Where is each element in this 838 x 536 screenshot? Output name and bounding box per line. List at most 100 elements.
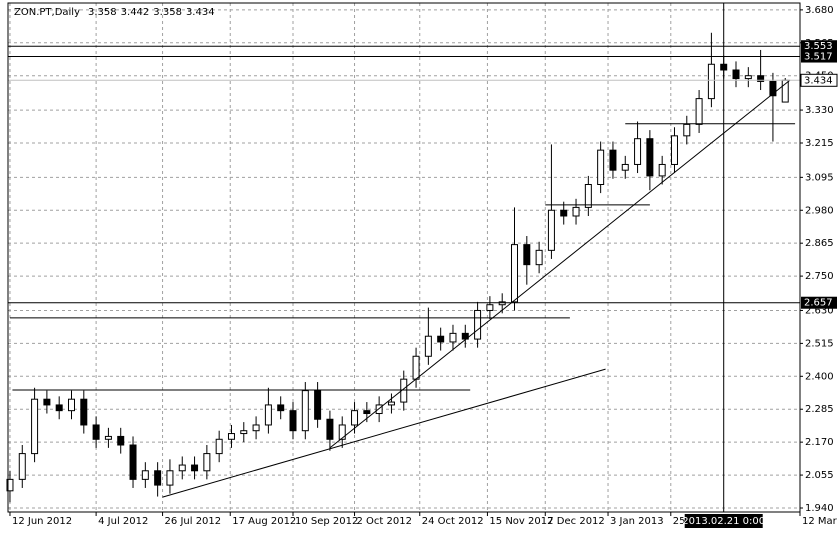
- candle-body: [498, 301, 506, 306]
- x-tick-label: 15 Nov 2012: [489, 516, 553, 527]
- candle-body: [6, 478, 14, 492]
- drawn-line: [329, 79, 791, 449]
- candle-body: [55, 404, 63, 412]
- candle-body: [203, 453, 211, 472]
- y-tick-label: 2.750: [805, 271, 834, 282]
- candle-body: [264, 404, 272, 426]
- candle-body: [375, 404, 383, 415]
- candle-body: [363, 410, 371, 415]
- price-label-box: [801, 50, 837, 63]
- x-tick-label: 4 Jul 2012: [98, 516, 148, 527]
- candle-body: [511, 244, 519, 303]
- last-low: 3.358: [153, 7, 182, 18]
- price-label-box: [801, 40, 837, 53]
- candle-body: [314, 390, 322, 420]
- candle-body: [695, 98, 703, 125]
- y-tick-label: 1.940: [805, 503, 834, 514]
- y-tick-label: 3.095: [805, 172, 834, 183]
- candle-body: [104, 435, 112, 440]
- candle-body: [535, 249, 543, 266]
- candle-body: [129, 444, 137, 480]
- candle-body: [277, 404, 285, 412]
- candle-body: [634, 138, 642, 165]
- y-tick-label: 2.400: [805, 371, 834, 382]
- x-tick-label: 3 Jan 2013: [610, 516, 664, 527]
- candle-body: [744, 75, 752, 80]
- candle-body: [166, 470, 174, 486]
- grid: [8, 3, 800, 512]
- candle-body: [449, 332, 457, 343]
- candle-body: [18, 453, 26, 480]
- price-label: 3.553: [804, 41, 833, 52]
- candle-body: [80, 398, 88, 426]
- x-tick-label: 10 Sep 2012: [295, 516, 358, 527]
- candle-body: [757, 75, 765, 82]
- candle-body: [683, 123, 691, 137]
- candle-body: [227, 433, 235, 440]
- last-price-label: 3.434: [804, 75, 833, 86]
- y-tick-label: 2.055: [805, 470, 834, 481]
- candle-body: [301, 390, 309, 432]
- candle-body: [387, 401, 395, 406]
- symbol: ZON.PT,Daily: [14, 7, 80, 18]
- candle-body: [326, 418, 334, 440]
- y-tick-label: 3.680: [805, 5, 834, 16]
- y-tick-label: 2.285: [805, 404, 834, 415]
- last-price-box: [800, 73, 838, 87]
- candle-body: [547, 209, 555, 251]
- y-tick-label: 2.630: [805, 305, 834, 316]
- candle-body: [252, 424, 260, 432]
- price-label: 2.657: [804, 298, 833, 309]
- candle-body: [486, 304, 494, 311]
- candle-body: [178, 464, 186, 472]
- last-open: 3.358: [88, 7, 117, 18]
- candle-body: [474, 309, 482, 340]
- candle-body: [707, 63, 715, 100]
- last-close: 3.434: [186, 7, 215, 18]
- candle-body: [191, 464, 199, 472]
- candle-body: [215, 438, 223, 455]
- candle-body: [412, 355, 420, 380]
- y-tick-label: 3.215: [805, 138, 834, 149]
- candle-body: [141, 470, 149, 480]
- y-tick-label: 3.330: [805, 105, 834, 116]
- candle-body: [670, 135, 678, 165]
- candle-body: [351, 410, 359, 426]
- plot: [6, 3, 800, 512]
- x-tick-label: 24 Oct 2012: [422, 516, 484, 527]
- candle-body: [621, 163, 629, 171]
- crosshair-box: [684, 514, 763, 528]
- candle-body: [646, 138, 654, 177]
- x-tick-label: 12 Mar 2013: [802, 516, 838, 527]
- candle-body: [584, 183, 592, 208]
- plot-frame: [7, 2, 801, 513]
- candle-body: [732, 69, 740, 80]
- drawn-line: [162, 368, 606, 498]
- x-tick-label: 26 Jul 2012: [165, 516, 222, 527]
- candle-body: [572, 206, 580, 217]
- y-tick-label: 2.980: [805, 205, 834, 216]
- candle-body: [289, 410, 297, 432]
- candle-body: [240, 430, 248, 435]
- x-tick-label: 7 Dec 2012: [547, 516, 605, 527]
- candle-body: [43, 398, 51, 406]
- x-tick-label: 12 Jun 2012: [12, 516, 72, 527]
- candle-body: [92, 424, 100, 440]
- candle-body: [154, 470, 162, 486]
- y-tick-label: 2.170: [805, 437, 834, 448]
- axis: 3.6803.5653.4503.3303.2153.0952.9802.865…: [9, 5, 838, 528]
- candle-body: [769, 80, 777, 97]
- crosshair-label: 2013.02.21 0:00: [682, 516, 765, 527]
- x-tick-label: 17 Aug 2012: [232, 516, 296, 527]
- price-label: 3.517: [804, 52, 833, 63]
- last-high: 3.442: [121, 7, 150, 18]
- candle-body: [658, 163, 666, 177]
- header: ZON.PT,Daily 3.358 3.442 3.358 3.434: [14, 7, 215, 18]
- candle-body: [560, 209, 568, 217]
- candle-body: [523, 244, 531, 266]
- candle-body: [117, 435, 125, 446]
- candle-body: [338, 424, 346, 440]
- candle-body: [424, 335, 432, 357]
